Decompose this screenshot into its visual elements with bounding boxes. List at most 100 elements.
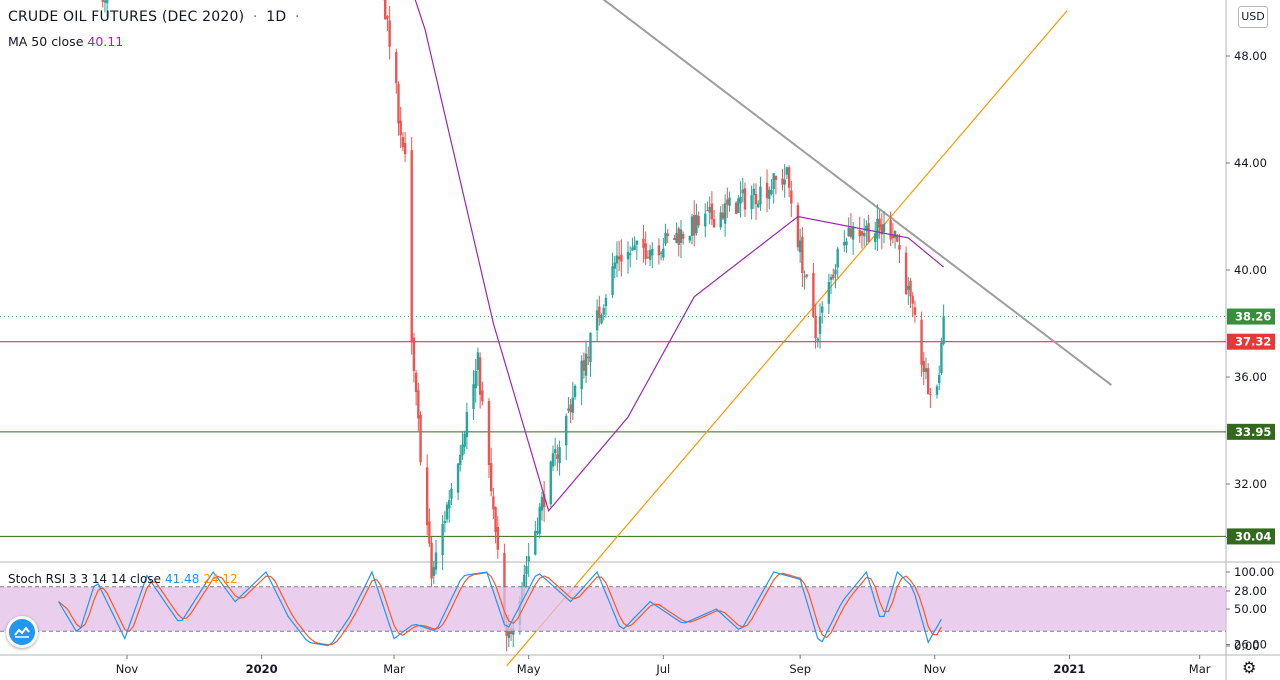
candle-body (613, 262, 616, 269)
time-tick-label: 2020 (246, 662, 278, 676)
candle-body (911, 296, 914, 304)
candle-body (633, 245, 636, 250)
candle-body (723, 203, 727, 224)
candle-body (386, 15, 389, 19)
candle-body (878, 218, 881, 228)
candle-body (542, 494, 546, 508)
candle-body (463, 433, 466, 447)
candle-body (611, 266, 614, 296)
candle-body (657, 245, 661, 256)
candle-body (814, 316, 817, 339)
candle-body (924, 368, 928, 373)
price-label-value: 33.95 (1235, 425, 1271, 439)
candle-body (772, 173, 775, 190)
candle-body (569, 404, 572, 412)
candle-body (401, 137, 405, 148)
candle-body (765, 182, 769, 199)
candle-body (920, 319, 923, 365)
candle-body (571, 397, 575, 413)
candle-body (549, 461, 552, 505)
candle-body (540, 496, 544, 511)
ma-legend[interactable]: MA 50 close 40.11 (8, 34, 123, 49)
time-tick-label: Mar (383, 662, 405, 676)
candle-body (759, 186, 762, 205)
candle-body (629, 253, 632, 256)
candle-body (834, 269, 837, 275)
candle-body (587, 356, 590, 359)
candle-body (693, 215, 696, 236)
candle-body (582, 360, 586, 371)
candle-body (434, 552, 438, 570)
candle-body (798, 240, 802, 253)
candle-body (757, 203, 760, 208)
candle-body (750, 195, 753, 210)
candle-body (635, 240, 639, 245)
interval-label[interactable]: 1D (266, 9, 287, 25)
candle-body (774, 176, 778, 180)
candle-body (425, 467, 429, 526)
stoch-tick-label: 0.00 (1234, 639, 1260, 653)
uptrend-line (506, 10, 1068, 667)
candle-body (874, 233, 877, 243)
candle-body (926, 368, 930, 395)
candle-body (929, 394, 932, 396)
chart-title: CRUDE OIL FUTURES (DEC 2020) · 1D · (8, 9, 304, 25)
candle-body (459, 454, 462, 465)
candle-body (414, 372, 418, 393)
candle-body (893, 230, 897, 238)
candle-body (695, 214, 698, 234)
candle-body (573, 385, 577, 398)
stoch-rsi-label: Stoch RSI 3 3 14 14 close (8, 572, 161, 586)
candle-body (697, 216, 700, 226)
gear-icon[interactable]: ⚙ (1242, 658, 1257, 677)
candle-body (938, 374, 941, 384)
candle-body (907, 285, 910, 290)
candle-body (922, 360, 925, 373)
stoch-rsi-legend[interactable]: Stoch RSI 3 3 14 14 close 41.48 24.12 (8, 572, 238, 586)
candle-body (417, 390, 420, 419)
candle-body (567, 408, 570, 411)
candle-body (862, 232, 866, 237)
symbol-name[interactable]: CRUDE OIL FUTURES (DEC 2020) (8, 9, 245, 25)
candle-body (419, 414, 422, 463)
title-separator-end: · (294, 9, 300, 25)
candle-body (867, 223, 870, 242)
candle-body (666, 233, 669, 237)
candle-body (675, 233, 678, 243)
candle-body (679, 229, 683, 243)
candle-body (882, 224, 886, 232)
candle-body (737, 198, 740, 214)
candle-body (388, 20, 391, 47)
candle-body (673, 238, 676, 240)
candle-body (399, 120, 402, 136)
candle-body (604, 297, 608, 307)
candle-body (448, 500, 451, 509)
candle-body (527, 556, 530, 562)
candle-body (384, 0, 387, 20)
tradingview-logo-button[interactable] (6, 616, 38, 648)
candle-body (443, 520, 447, 524)
candle-body (620, 254, 623, 262)
candle-body (474, 370, 477, 389)
candle-body (631, 247, 634, 251)
stoch-k-value: 41.48 (164, 572, 200, 586)
time-tick-label: Jul (655, 662, 670, 676)
candle-body (821, 306, 824, 313)
candle-body (105, 0, 109, 4)
candle-body (812, 272, 815, 317)
price-tick-label: 40.00 (1234, 263, 1267, 277)
candle-body (103, 0, 107, 3)
candle-body (787, 167, 791, 188)
candle-body (659, 252, 663, 254)
cloud-icon (9, 619, 35, 645)
candle-body (690, 216, 694, 236)
candle-body (726, 199, 729, 205)
currency-button[interactable]: USD (1238, 6, 1268, 28)
candle-body (677, 228, 680, 245)
candle-body (768, 189, 771, 199)
candle-body (741, 189, 744, 194)
candle-body (538, 506, 541, 534)
candle-body (858, 230, 861, 237)
candle-body (734, 202, 738, 214)
candle-body (430, 542, 433, 579)
